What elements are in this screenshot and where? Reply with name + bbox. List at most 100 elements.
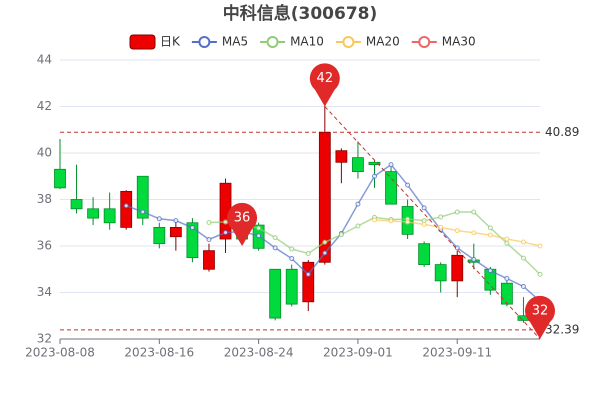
ma-point bbox=[156, 216, 162, 222]
y-tick-label: 40 bbox=[37, 146, 52, 160]
legend-icon bbox=[418, 36, 431, 48]
candle-body bbox=[186, 222, 199, 259]
ma-point bbox=[520, 255, 526, 261]
ma-point bbox=[405, 182, 411, 188]
ma-point bbox=[504, 276, 510, 282]
x-tick-label: 2023-09-01 bbox=[323, 346, 393, 360]
candle-body bbox=[120, 190, 133, 228]
ma-point bbox=[206, 236, 212, 242]
ma-point bbox=[355, 223, 361, 229]
mark-line-label: 40.89 bbox=[545, 125, 579, 139]
ma-point bbox=[272, 235, 278, 241]
ma-line bbox=[125, 163, 541, 302]
candle-body bbox=[385, 171, 397, 205]
legend-label[interactable]: MA5 bbox=[222, 35, 248, 49]
ma-point bbox=[305, 271, 311, 277]
legend-label[interactable]: MA10 bbox=[290, 35, 324, 49]
pin-label: 32 bbox=[532, 304, 549, 319]
ma-point bbox=[256, 225, 262, 231]
x-tick-label: 2023-08-08 bbox=[25, 346, 95, 360]
ma-point bbox=[454, 228, 460, 234]
candle-body bbox=[285, 268, 298, 305]
pin bbox=[309, 63, 340, 107]
x-tick-label: 2023-08-16 bbox=[124, 346, 194, 360]
ma-point bbox=[289, 246, 295, 252]
candle-body bbox=[500, 282, 513, 305]
ma-point bbox=[520, 239, 526, 245]
pin bbox=[227, 202, 258, 246]
ma-point bbox=[305, 250, 311, 256]
x-tick-label: 2023-08-24 bbox=[224, 346, 294, 360]
ma-point bbox=[189, 225, 195, 231]
y-tick-label: 32 bbox=[37, 332, 52, 346]
candle-body bbox=[54, 168, 66, 189]
candle-body bbox=[318, 131, 331, 263]
pin-label: 42 bbox=[317, 71, 334, 86]
candle-body bbox=[153, 226, 166, 245]
legend-label[interactable]: 日K bbox=[160, 35, 181, 49]
candle-body bbox=[103, 208, 116, 224]
ma-point bbox=[537, 271, 543, 277]
pin bbox=[525, 295, 555, 339]
ma-point bbox=[123, 203, 129, 209]
candle-body bbox=[136, 175, 149, 219]
ma-point bbox=[223, 219, 229, 225]
ma-point bbox=[223, 230, 229, 236]
y-tick-label: 36 bbox=[37, 239, 52, 253]
ma-point bbox=[322, 250, 328, 256]
ma-point bbox=[322, 239, 328, 245]
candle-body bbox=[335, 150, 348, 163]
ma-point bbox=[438, 224, 444, 230]
candle-body bbox=[451, 254, 464, 282]
ma-point bbox=[405, 219, 411, 225]
trend-line bbox=[324, 106, 541, 340]
candle-body bbox=[434, 264, 447, 282]
candle-body bbox=[368, 161, 381, 166]
ma-point bbox=[471, 256, 477, 262]
ma-point bbox=[537, 243, 543, 249]
ma-point bbox=[371, 217, 377, 223]
ma-point bbox=[355, 201, 361, 207]
candle-body bbox=[70, 199, 83, 210]
ma-point bbox=[487, 225, 493, 231]
ma-point bbox=[520, 283, 526, 289]
ma-point bbox=[371, 173, 377, 179]
y-tick-label: 44 bbox=[37, 53, 52, 67]
ma-point bbox=[272, 245, 278, 251]
ma-point bbox=[388, 218, 394, 224]
legend-icon bbox=[129, 34, 156, 50]
ma-point bbox=[338, 232, 344, 238]
candle-body bbox=[269, 268, 282, 319]
y-tick-label: 34 bbox=[37, 285, 52, 299]
candle-body bbox=[87, 208, 100, 219]
ma-point bbox=[421, 205, 427, 211]
ma-point bbox=[504, 240, 510, 246]
ma-point bbox=[504, 236, 510, 242]
ma-point bbox=[471, 209, 477, 215]
pin-label: 36 bbox=[234, 211, 251, 226]
y-tick-label: 42 bbox=[37, 99, 52, 113]
candle-body bbox=[352, 157, 364, 172]
ma-point bbox=[173, 218, 179, 224]
ma-point bbox=[454, 209, 460, 215]
legend-icon bbox=[198, 36, 211, 48]
ma-point bbox=[388, 162, 394, 168]
legend-icon bbox=[342, 36, 355, 48]
legend-label[interactable]: MA30 bbox=[442, 35, 476, 49]
ma-point bbox=[256, 233, 262, 239]
candle-body bbox=[302, 261, 315, 303]
ma-point bbox=[140, 209, 146, 215]
legend-label[interactable]: MA20 bbox=[366, 35, 400, 49]
candle-body bbox=[203, 250, 215, 270]
ma-point bbox=[471, 230, 477, 236]
mark-line-label: 32.39 bbox=[545, 322, 579, 336]
ma-point bbox=[206, 220, 212, 226]
y-tick-label: 38 bbox=[37, 192, 52, 206]
chart-title: 中科信息(300678) bbox=[223, 3, 378, 24]
ma-point bbox=[487, 268, 493, 274]
ma-point bbox=[289, 256, 295, 262]
x-tick-label: 2023-09-11 bbox=[422, 346, 492, 360]
candle-body bbox=[418, 243, 431, 266]
